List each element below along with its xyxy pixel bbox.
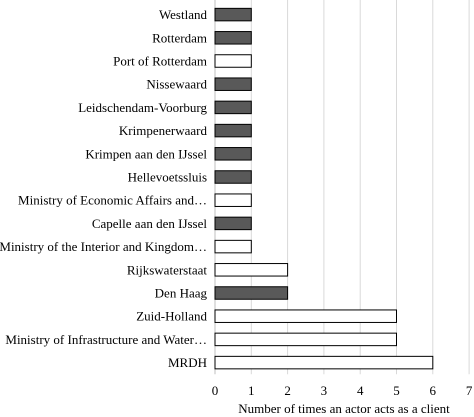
bar: [214, 170, 252, 184]
category-labels: Westland Rotterdam Port of Rotterdam Nissew…: [0, 7, 207, 370]
x-tick-label: 6: [430, 383, 437, 398]
x-tick-label: 5: [393, 383, 400, 398]
bar: [214, 7, 252, 22]
x-tick-label: 7: [466, 383, 473, 398]
bar: [214, 239, 252, 254]
category-label: Capelle aan den IJssel: [92, 216, 208, 231]
x-tick-label: 1: [248, 383, 255, 398]
bar: [214, 54, 252, 68]
bar: [214, 309, 397, 323]
x-tick-label: 2: [284, 383, 291, 398]
category-label: Rijkswaterstaat: [127, 262, 208, 277]
category-label: Rotterdam: [152, 30, 207, 45]
category-label: Ministry of the Interior and Kingdom…: [0, 239, 207, 254]
bar: [214, 332, 397, 347]
bar: [214, 147, 252, 161]
bar: [214, 31, 252, 45]
bar: [214, 355, 434, 370]
bar: [214, 77, 252, 91]
category-label: Leidschendam-Voorburg: [78, 100, 207, 115]
category-label: MRDH: [168, 355, 207, 370]
bar: [214, 286, 289, 300]
x-tick-label: 4: [357, 383, 364, 398]
category-label: Westland: [159, 7, 208, 22]
category-label: Ministry of Economic Affairs and…: [18, 193, 207, 208]
bar: [214, 123, 252, 138]
x-tick-labels: 0 1 2 3 4 5 6 7: [212, 383, 473, 398]
category-label: Krimpen aan den IJssel: [85, 146, 207, 161]
x-tick-label: 3: [321, 383, 328, 398]
bar: [214, 100, 252, 115]
category-label: Port of Rotterdam: [113, 54, 207, 69]
category-label: Den Haag: [155, 286, 208, 301]
category-label: Zuid-Holland: [136, 309, 207, 324]
bars: [214, 7, 434, 370]
category-label: Krimpenerwaard: [119, 123, 208, 138]
bar: [214, 193, 252, 207]
bar: [214, 263, 289, 277]
category-label: Ministry of Infrastructure and Water…: [5, 332, 207, 347]
category-label: Nissewaard: [146, 77, 207, 92]
category-label: Hellevoetssluis: [128, 170, 207, 185]
bar: [214, 216, 252, 231]
x-tick-label: 0: [212, 383, 219, 398]
x-axis-title: Number of times an actor acts as a clien…: [238, 401, 450, 416]
